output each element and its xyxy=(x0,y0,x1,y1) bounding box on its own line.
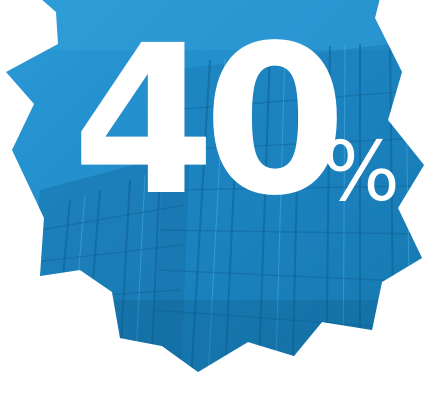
discount-value: 40 xyxy=(72,1,347,241)
percent-sign: % xyxy=(322,125,400,220)
